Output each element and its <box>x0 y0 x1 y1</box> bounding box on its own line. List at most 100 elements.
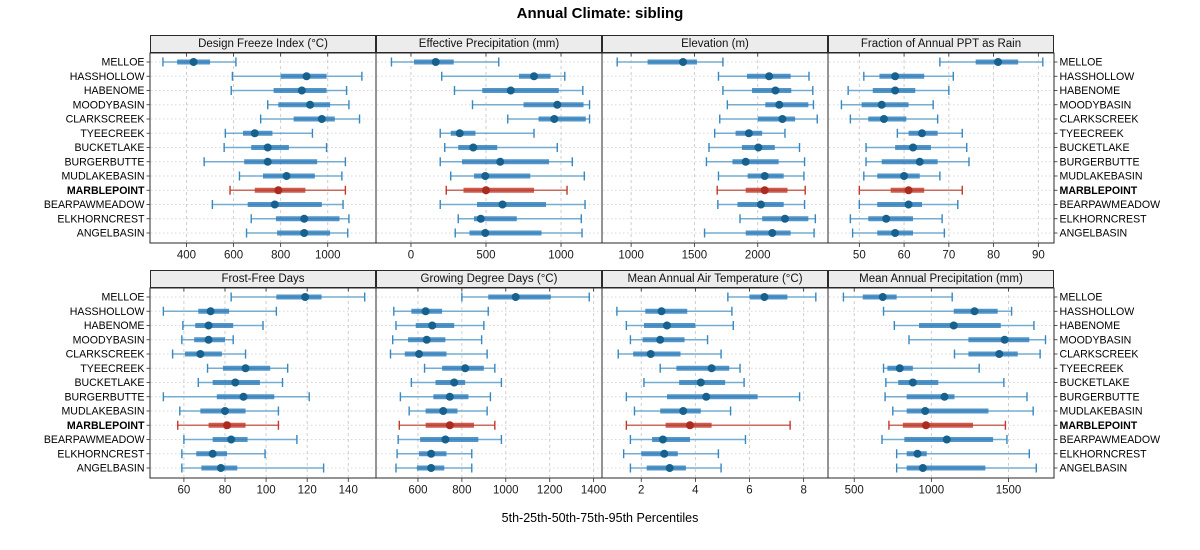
site-label-left-melloe: MELLOE <box>102 57 145 69</box>
site-label-right-moodybasin: MOODYBASIN <box>1060 99 1132 111</box>
median-dot <box>913 449 922 458</box>
site-label-left-elkhorncrest: ELKHORNCREST <box>57 213 145 225</box>
x-tick-label: 70 <box>942 250 955 262</box>
median-dot <box>415 350 424 358</box>
median-dot <box>428 321 437 330</box>
median-dot <box>918 464 927 472</box>
site-label-left-moodybasin: MOODYBASIN <box>73 99 145 111</box>
panel-strip-growing-degree-days: Growing Degree Days (°C) <box>376 270 602 288</box>
median-dot <box>940 392 949 401</box>
site-label-right-melloe: MELLOE <box>1060 292 1103 304</box>
median-dot <box>1000 335 1009 344</box>
site-label-left-bearpawmeadow: BEARPAWMEADOW <box>44 199 145 211</box>
median-dot <box>917 129 926 138</box>
median-dot <box>220 407 229 415</box>
median-dot <box>274 186 283 195</box>
site-label-right-marblepoint: MARBLEPOINT <box>1060 185 1138 197</box>
median-dot <box>204 321 213 330</box>
median-dot <box>665 464 674 472</box>
median-dot <box>915 157 924 166</box>
panel-strip-mean-annual-air-temperature: Mean Annual Air Temperature (°C) <box>602 270 828 288</box>
median-dot <box>995 350 1004 358</box>
x-tick-label: 140 <box>339 485 358 497</box>
median-dot <box>878 293 887 301</box>
site-label-left-bucketlake: BUCKETLAKE <box>74 377 144 389</box>
panel-strip-elevation: Elevation (m) <box>602 35 828 53</box>
x-tick-label: 4 <box>692 485 699 497</box>
median-dot <box>196 350 205 358</box>
site-label-left-tyeecreek: TYEECREEK <box>80 128 144 140</box>
x-tick-label: 1500 <box>682 250 708 262</box>
median-dot <box>263 143 272 152</box>
median-dot <box>768 229 777 237</box>
median-dot <box>904 200 913 209</box>
panel-border <box>827 52 1055 244</box>
site-label-right-burgerbutte: BURGERBUTTE <box>1060 156 1140 168</box>
site-label-right-bucketlake: BUCKETLAKE <box>1060 142 1130 154</box>
median-dot <box>909 143 918 152</box>
median-dot <box>658 435 667 444</box>
site-label-left-angelbasin: ANGELBASIN <box>77 228 145 240</box>
site-label-right-bearpawmeadow: BEARPAWMEADOW <box>1060 199 1161 211</box>
site-label-left-bearpawmeadow: BEARPAWMEADOW <box>44 434 145 446</box>
site-label-right-angelbasin: ANGELBASIN <box>1060 228 1128 240</box>
x-tick-label: 60 <box>898 250 911 262</box>
median-dot <box>301 293 310 301</box>
median-dot <box>646 350 655 358</box>
site-label-left-hasshollow: HASSHOLLOW <box>70 71 145 83</box>
median-dot <box>760 172 769 180</box>
median-dot <box>657 307 666 316</box>
x-tick-label: 600 <box>408 485 427 497</box>
median-dot <box>231 378 240 387</box>
median-dot <box>891 86 900 95</box>
x-tick-label: 800 <box>271 250 290 262</box>
median-dot <box>427 449 436 458</box>
x-tick-label: 80 <box>219 485 232 497</box>
site-label-left-clarkscreek: CLARKSCREEK <box>66 114 145 126</box>
site-label-right-moodybasin: MOODYBASIN <box>1060 334 1132 346</box>
median-dot <box>445 421 454 430</box>
site-label-left-marblepoint: MARBLEPOINT <box>67 420 145 432</box>
site-label-right-tyeecreek: TYEECREEK <box>1060 363 1124 375</box>
median-dot <box>422 335 431 344</box>
median-dot <box>921 407 930 415</box>
panel-strip-frost-free-days: Frost-Free Days <box>150 270 376 288</box>
x-tick-label: 50 <box>853 250 866 262</box>
x-tick-label: 120 <box>298 485 317 497</box>
median-dot <box>754 143 763 152</box>
median-dot <box>297 86 306 95</box>
median-dot <box>553 100 562 109</box>
median-dot <box>427 464 436 472</box>
x-tick-label: 6 <box>746 485 752 497</box>
x-tick-label: 600 <box>224 250 243 262</box>
median-dot <box>206 307 215 316</box>
median-dot <box>891 72 900 81</box>
panel-strip-mean-annual-precipitation: Mean Annual Precipitation (mm) <box>828 270 1054 288</box>
median-dot <box>317 115 326 123</box>
median-dot <box>223 421 232 430</box>
median-dot <box>877 100 886 109</box>
median-dot <box>760 293 769 301</box>
x-tick-label: 0 <box>408 250 414 262</box>
median-dot <box>662 321 671 330</box>
median-dot <box>421 307 430 316</box>
site-label-left-clarkscreek: CLARKSCREEK <box>66 349 145 361</box>
median-dot <box>780 214 789 223</box>
site-label-left-hasshollow: HASSHOLLOW <box>70 306 145 318</box>
site-label-left-melloe: MELLOE <box>102 292 145 304</box>
median-dot <box>241 364 250 373</box>
median-dot <box>300 214 309 223</box>
median-dot <box>970 307 979 316</box>
x-tick-label: 80 <box>987 250 1000 262</box>
median-dot <box>744 129 753 138</box>
median-dot <box>481 186 490 195</box>
x-tick-label: 500 <box>845 485 864 497</box>
median-dot <box>530 72 539 81</box>
site-label-left-angelbasin: ANGELBASIN <box>77 463 145 475</box>
median-dot <box>660 449 669 458</box>
x-tick-label: 500 <box>476 250 495 262</box>
median-dot <box>469 143 478 152</box>
median-dot <box>685 421 694 430</box>
median-dot <box>445 392 454 401</box>
